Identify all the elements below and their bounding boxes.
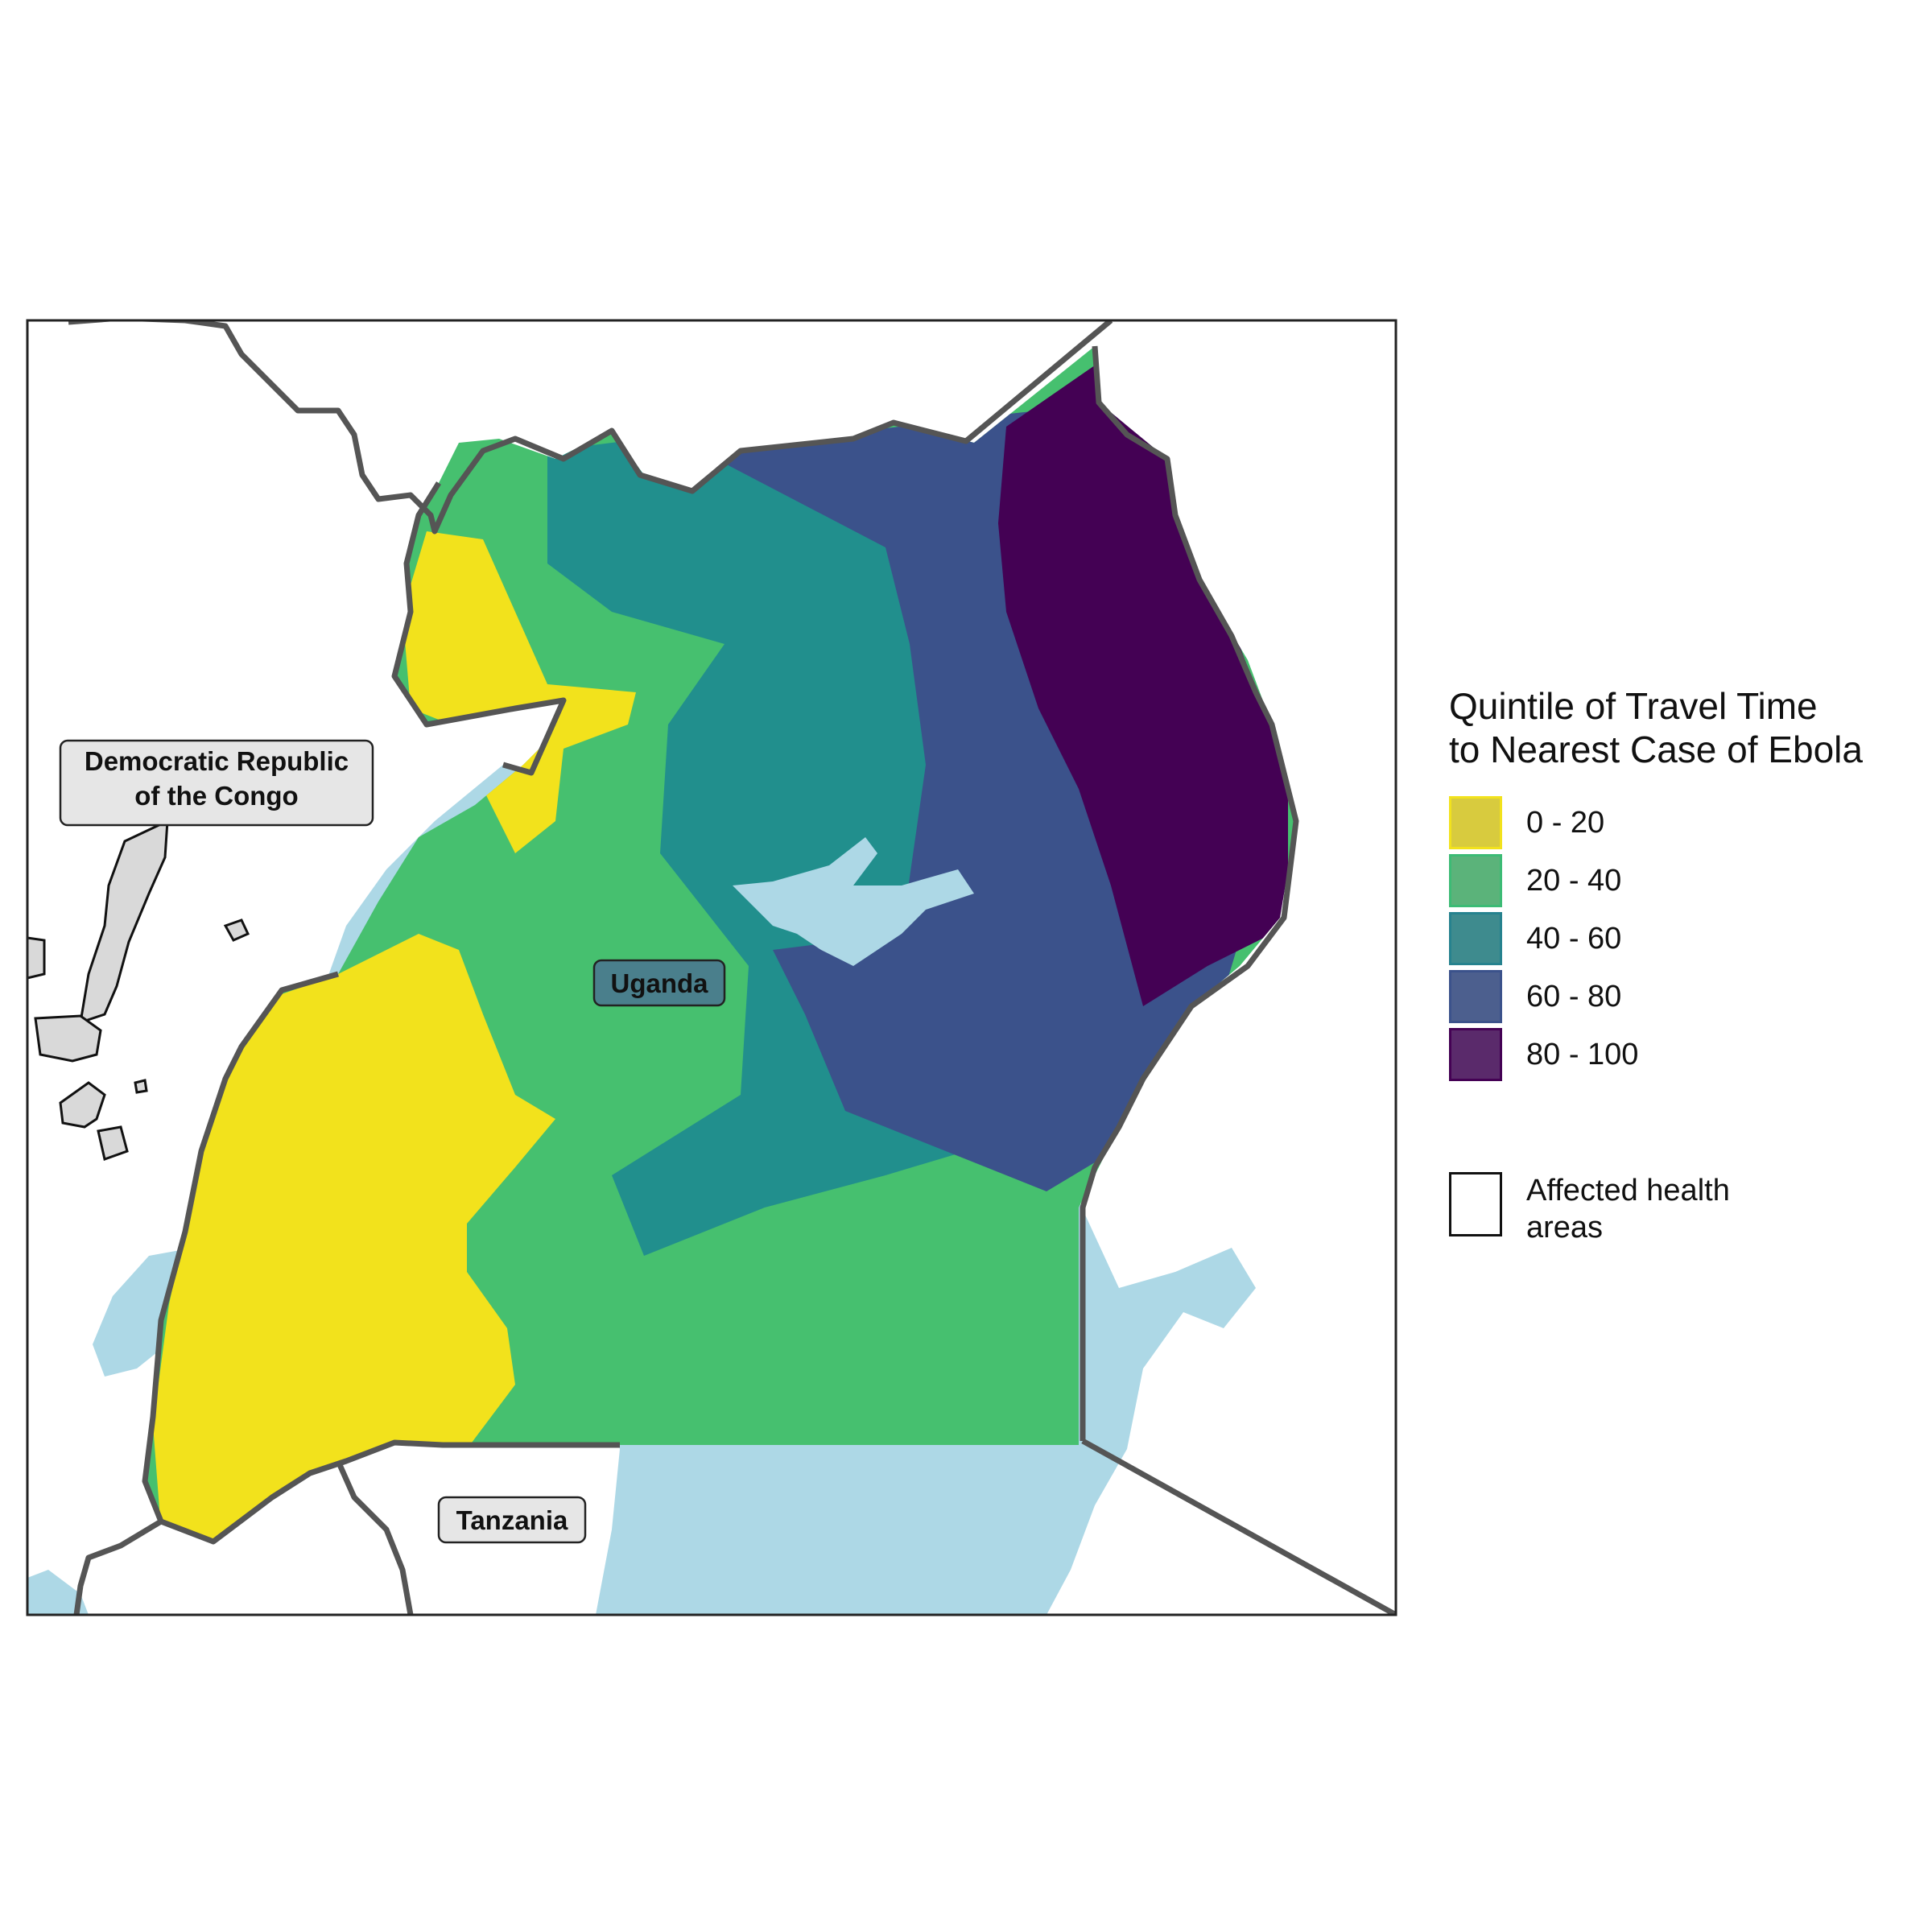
- label-drc: Democratic Republic of the Congo: [59, 739, 374, 827]
- legend-swatch: [1449, 1028, 1502, 1081]
- legend-swatch: [1449, 796, 1502, 849]
- legend-affected-swatch: [1449, 1172, 1502, 1236]
- lake-kivu: [27, 1570, 89, 1615]
- legend-affected-areas: Affected health areas: [1449, 1172, 1916, 1246]
- legend-title-line2: to Nearest Case of Ebola: [1449, 729, 1863, 770]
- legend-title: Quintile of Travel Time to Nearest Case …: [1449, 684, 1916, 771]
- legend-item: 20 - 40: [1449, 852, 1916, 910]
- legend-item-label: 40 - 60: [1526, 921, 1622, 956]
- label-drc-line2: of the Congo: [134, 781, 298, 811]
- legend-item-label: 60 - 80: [1526, 979, 1622, 1013]
- map-frame: [26, 319, 1397, 1616]
- legend-swatch: [1449, 970, 1502, 1023]
- label-tanzania-text: Tanzania: [456, 1505, 568, 1535]
- legend-item: 0 - 20: [1449, 794, 1916, 852]
- legend-items: 0 - 20 20 - 40 40 - 60 60 - 80 80 - 100: [1449, 794, 1916, 1084]
- legend-affected-label: Affected health areas: [1526, 1174, 1730, 1245]
- label-uganda: Uganda: [592, 959, 726, 1007]
- legend-item: 80 - 100: [1449, 1026, 1916, 1084]
- legend-item-label: 80 - 100: [1526, 1037, 1639, 1071]
- legend-item: 60 - 80: [1449, 968, 1916, 1026]
- legend-item-label: 0 - 20: [1526, 805, 1605, 840]
- legend-title-line1: Quintile of Travel Time: [1449, 685, 1818, 727]
- affected-health-areas: [26, 819, 250, 1161]
- label-drc-line1: Democratic Republic: [85, 746, 349, 776]
- label-uganda-text: Uganda: [610, 968, 708, 998]
- legend-item-label: 20 - 40: [1526, 863, 1622, 898]
- legend-item: 40 - 60: [1449, 910, 1916, 968]
- country-borders: [68, 320, 1396, 1615]
- label-tanzania: Tanzania: [437, 1496, 587, 1544]
- legend-swatch: [1449, 854, 1502, 907]
- legend-swatch: [1449, 912, 1502, 965]
- legend: Quintile of Travel Time to Nearest Case …: [1449, 684, 1916, 1246]
- lake-kyoga: [733, 837, 974, 966]
